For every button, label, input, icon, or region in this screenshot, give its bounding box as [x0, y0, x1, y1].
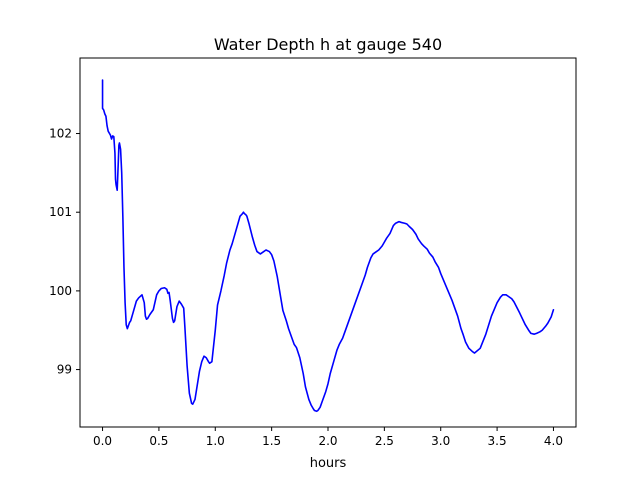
chart-title: Water Depth h at gauge 540: [214, 35, 442, 54]
series-layer: [101, 79, 555, 413]
x-tick-label: 2.0: [318, 434, 337, 448]
x-tick-label: 2.5: [375, 434, 394, 448]
y-axis-ticks: 99 100 101 102: [49, 127, 80, 377]
x-tick-label: 1.0: [206, 434, 225, 448]
plot-area: [80, 58, 576, 427]
x-tick-label: 0.5: [149, 434, 168, 448]
y-tick-label: 102: [49, 127, 72, 141]
x-tick-label: 4.0: [544, 434, 563, 448]
y-tick-label: 101: [49, 205, 72, 219]
x-tick-label: 0.0: [93, 434, 112, 448]
x-tick-label: 3.0: [431, 434, 450, 448]
series-line-0: [101, 79, 555, 413]
y-tick-label: 99: [57, 363, 72, 377]
x-axis-ticks: 0.0 0.5 1.0 1.5 2.0 2.5 3.0 3.5 4.0: [93, 427, 563, 448]
x-tick-label: 1.5: [262, 434, 281, 448]
x-tick-label: 3.5: [488, 434, 507, 448]
y-tick-label: 100: [49, 284, 72, 298]
x-axis-label: hours: [310, 456, 347, 471]
